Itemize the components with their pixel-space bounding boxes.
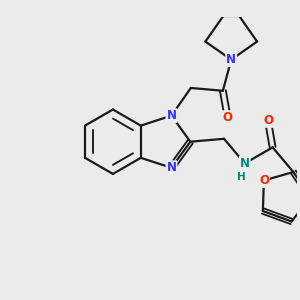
- Text: O: O: [223, 111, 233, 124]
- Text: N: N: [240, 157, 250, 170]
- Text: N: N: [226, 53, 236, 66]
- Text: N: N: [167, 109, 176, 122]
- Text: H: H: [237, 172, 245, 182]
- Text: N: N: [167, 161, 176, 174]
- Text: O: O: [263, 114, 273, 127]
- Text: O: O: [259, 174, 269, 187]
